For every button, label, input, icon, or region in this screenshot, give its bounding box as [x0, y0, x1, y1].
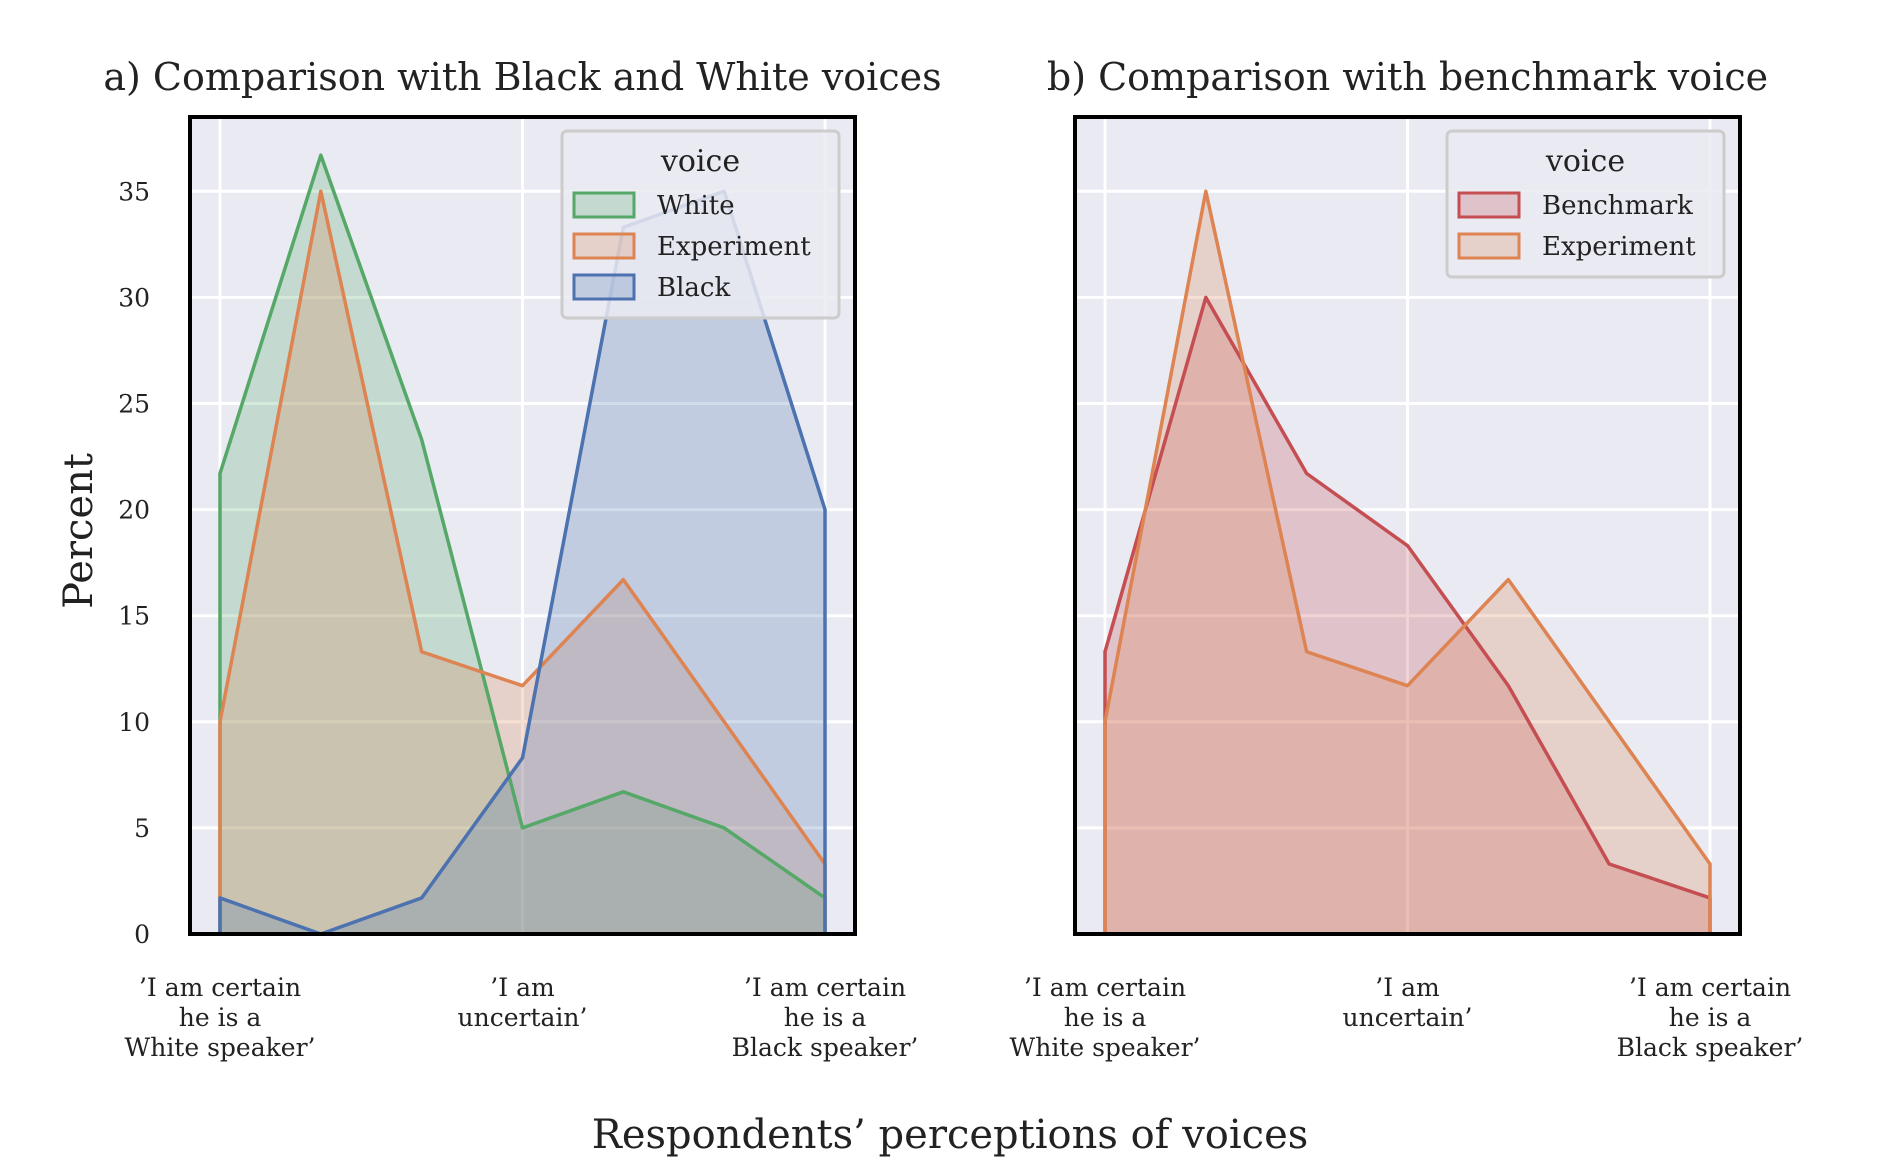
- y-tick-label: 5: [134, 814, 150, 843]
- y-tick-label: 20: [118, 496, 150, 525]
- x-tick-label: ’I am certain he is a White speaker’: [1010, 973, 1201, 1062]
- y-tick-label: 30: [118, 283, 150, 312]
- area-experiment: [1105, 191, 1710, 935]
- panel-title: a) Comparison with Black and White voice…: [103, 55, 941, 99]
- line-experiment: [1103, 189, 1712, 934]
- legend-item-experiment: Experiment: [572, 232, 811, 262]
- panels: a) Comparison with Black and White voice…: [103, 55, 1803, 1062]
- legend-label: White: [657, 191, 735, 221]
- legend-title: voice: [660, 144, 740, 179]
- panel-a: a) Comparison with Black and White voice…: [103, 55, 941, 1062]
- legend-item-experiment: Experiment: [1457, 232, 1696, 262]
- panel-title: b) Comparison with benchmark voice: [1047, 55, 1768, 99]
- x-tick-label: ’I am uncertain’: [458, 973, 588, 1032]
- x-tick-label: ’I am certain he is a Black speaker’: [732, 973, 919, 1062]
- y-tick-label: 35: [118, 177, 150, 206]
- line-black: [218, 189, 827, 936]
- area-white: [220, 155, 825, 935]
- legend-title: voice: [1545, 144, 1625, 179]
- x-tick-label: ’I am uncertain’: [1343, 973, 1473, 1032]
- line-white: [218, 153, 827, 934]
- area-experiment: [220, 191, 825, 935]
- legend-label: Benchmark: [1542, 191, 1693, 221]
- legend-label: Black: [657, 273, 730, 303]
- x-axis-label: Respondents’ perceptions of voices: [592, 1112, 1309, 1158]
- y-tick-label: 15: [118, 602, 150, 631]
- legend-item-black: Black: [572, 273, 730, 303]
- panel-b: b) Comparison with benchmark voice ’I am …: [1010, 55, 1804, 1062]
- legend-label: Experiment: [657, 232, 811, 262]
- legend-swatch: [572, 191, 636, 219]
- y-tick-label: 10: [118, 708, 150, 737]
- x-tick-label: ’I am certain he is a White speaker’: [125, 973, 316, 1062]
- legend-swatch: [572, 273, 636, 301]
- legend-item-white: White: [572, 191, 735, 221]
- line-benchmark: [1103, 295, 1712, 934]
- plot-frame: [1073, 115, 1742, 936]
- line-experiment: [218, 189, 827, 934]
- y-tick-label: 25: [118, 389, 150, 418]
- legend-swatch: [1457, 191, 1521, 219]
- y-tick-label: 0: [134, 920, 150, 949]
- legend-box: [560, 129, 841, 320]
- legend-box: [1445, 129, 1726, 279]
- y-axis-label: Percent: [56, 453, 102, 609]
- area-black: [220, 191, 825, 935]
- plot-frame: [188, 115, 857, 936]
- legend: voice White Experiment Black: [560, 129, 841, 320]
- x-tick-label: ’I am certain he is a Black speaker’: [1617, 973, 1804, 1062]
- legend-item-benchmark: Benchmark: [1457, 191, 1693, 221]
- legend: voice Benchmark Experiment: [1445, 129, 1726, 279]
- legend-swatch: [1457, 232, 1521, 260]
- legend-swatch: [572, 232, 636, 260]
- legend-label: Experiment: [1542, 232, 1696, 262]
